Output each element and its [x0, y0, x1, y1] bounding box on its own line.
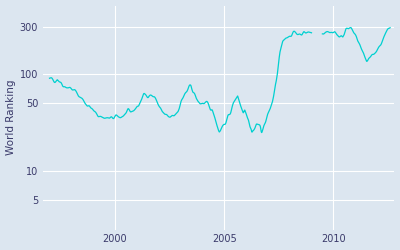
Y-axis label: World Ranking: World Ranking — [6, 80, 16, 155]
